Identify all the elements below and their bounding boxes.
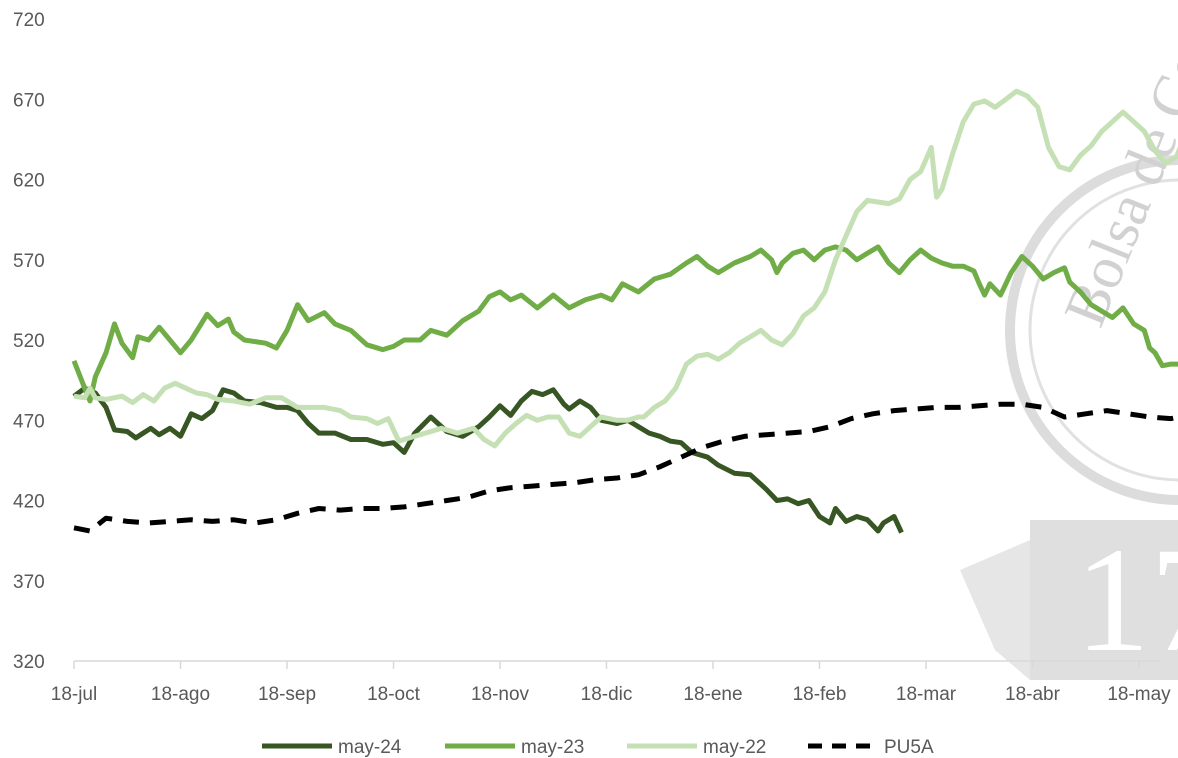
series-line-may-22 <box>73 88 1178 449</box>
series-line-may-24 <box>72 385 904 534</box>
y-tick-label: 670 <box>13 90 45 111</box>
seal-inner-ring <box>1028 178 1178 482</box>
y-tick-label: 420 <box>13 492 45 513</box>
y-tick-label: 570 <box>13 251 45 272</box>
series-line-pu5a <box>73 401 1178 534</box>
x-tick-label: 18-nov <box>471 684 530 705</box>
x-tick-label: 18-mar <box>896 684 957 705</box>
y-tick-label: 370 <box>13 572 45 593</box>
x-tick-label: 18-may <box>1107 684 1171 705</box>
y-axis-ticks: 320 370 420 470 520 570 620 670 720 <box>13 10 45 673</box>
y-tick-label: 320 <box>13 652 45 673</box>
x-tick-label: 18-dic <box>581 684 633 705</box>
x-tick-label: 18-ago <box>151 684 210 705</box>
legend-label-may-23: may-23 <box>521 737 584 758</box>
y-tick-label: 470 <box>13 411 45 432</box>
x-tick-label: 18-ene <box>683 684 742 705</box>
legend-label-pu5a: PU5A <box>884 737 934 758</box>
x-axis-ticks: 18-jul 18-ago 18-sep 18-oct 18-nov 18-dic 18-e… <box>51 661 1171 705</box>
seal-outer-ring <box>1005 155 1178 505</box>
watermark-seal: 17 Bolsa de Cereales · Cons <box>960 0 1178 683</box>
x-tick-label: 18-feb <box>793 684 847 705</box>
seal-banner <box>1030 520 1178 680</box>
y-tick-label: 520 <box>13 331 45 352</box>
legend-label-may-24: may-24 <box>338 737 402 758</box>
x-tick-label: 18-jul <box>51 684 97 705</box>
x-tick-label: 18-abr <box>1005 684 1061 705</box>
y-tick-label: 620 <box>13 171 45 192</box>
x-tick-label: 18-sep <box>258 684 316 705</box>
chart-legend: may-24 may-23 may-22 PU5A <box>262 737 934 758</box>
series-line-may-23 <box>71 244 1178 404</box>
x-tick-label: 18-oct <box>367 684 421 705</box>
seal-ribbon <box>960 540 1030 680</box>
series-lines <box>71 88 1178 534</box>
legend-label-may-22: may-22 <box>703 737 766 758</box>
y-tick-label: 720 <box>13 10 45 31</box>
seal-year: 17 <box>1075 517 1178 683</box>
